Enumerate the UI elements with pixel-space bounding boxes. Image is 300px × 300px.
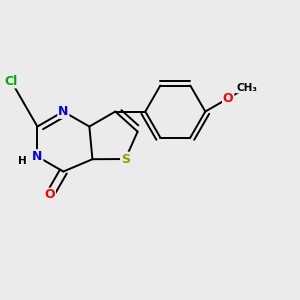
Text: N: N bbox=[58, 105, 68, 118]
Text: Cl: Cl bbox=[4, 75, 18, 88]
Text: O: O bbox=[223, 92, 233, 105]
Text: O: O bbox=[44, 188, 55, 201]
Text: N: N bbox=[32, 150, 43, 163]
Text: H: H bbox=[18, 156, 27, 166]
Text: S: S bbox=[121, 152, 130, 166]
Text: CH₃: CH₃ bbox=[236, 82, 257, 92]
